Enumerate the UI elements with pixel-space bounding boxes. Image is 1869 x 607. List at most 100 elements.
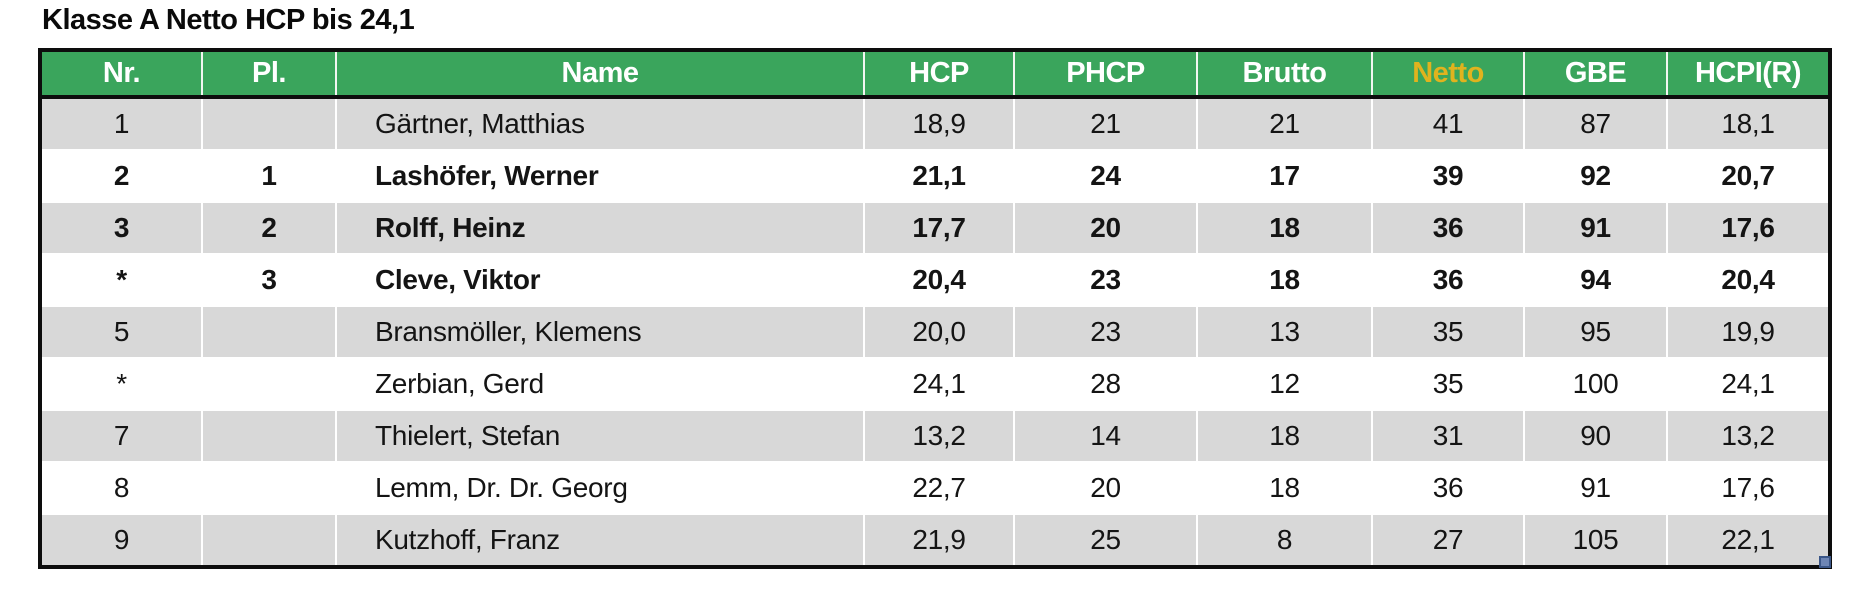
cell-phcp: 25 bbox=[1013, 513, 1197, 565]
results-table: Nr. Pl. Name HCP PHCP Brutto Netto GBE HCPI(R) 1… bbox=[42, 52, 1828, 565]
column-header-phcp: PHCP bbox=[1013, 52, 1197, 99]
cell-brutto: 13 bbox=[1196, 305, 1372, 358]
cell-phcp: 20 bbox=[1013, 201, 1197, 254]
cell-gbe: 90 bbox=[1523, 409, 1667, 462]
table-row: 9 Kutzhoff, Franz 21,9 25 8 27 105 22,1 bbox=[42, 513, 1828, 565]
cell-netto: 36 bbox=[1371, 201, 1524, 254]
cell-pl bbox=[201, 305, 336, 358]
cell-brutto: 18 bbox=[1196, 201, 1372, 254]
cell-brutto: 18 bbox=[1196, 253, 1372, 306]
cell-name: Rolff, Heinz bbox=[335, 201, 864, 254]
cell-name: Lashöfer, Werner bbox=[335, 149, 864, 202]
cell-hcpi: 24,1 bbox=[1666, 357, 1828, 410]
cell-brutto: 8 bbox=[1196, 513, 1372, 565]
cell-nr: 8 bbox=[42, 461, 202, 514]
spreadsheet-fill-handle[interactable] bbox=[1819, 556, 1831, 568]
cell-nr: 7 bbox=[42, 409, 202, 462]
cell-pl: 3 bbox=[201, 253, 336, 306]
cell-nr: * bbox=[42, 253, 202, 306]
cell-hcpi: 13,2 bbox=[1666, 409, 1828, 462]
cell-nr: * bbox=[42, 357, 202, 410]
cell-hcp: 21,9 bbox=[863, 513, 1014, 565]
cell-gbe: 87 bbox=[1523, 97, 1667, 150]
cell-gbe: 95 bbox=[1523, 305, 1667, 358]
cell-pl bbox=[201, 461, 336, 514]
cell-gbe: 91 bbox=[1523, 461, 1667, 514]
results-table-container: Nr. Pl. Name HCP PHCP Brutto Netto GBE HCPI(R) 1… bbox=[38, 48, 1832, 569]
column-header-hcp: HCP bbox=[863, 52, 1014, 99]
cell-hcp: 24,1 bbox=[863, 357, 1014, 410]
cell-netto: 39 bbox=[1371, 149, 1524, 202]
page-title: Klasse A Netto HCP bis 24,1 bbox=[42, 4, 415, 36]
cell-netto: 36 bbox=[1371, 253, 1524, 306]
cell-nr: 3 bbox=[42, 201, 202, 254]
cell-phcp: 23 bbox=[1013, 253, 1197, 306]
cell-hcp: 20,0 bbox=[863, 305, 1014, 358]
cell-name: Gärtner, Matthias bbox=[335, 97, 864, 150]
cell-hcpi: 17,6 bbox=[1666, 461, 1828, 514]
column-header-name: Name bbox=[335, 52, 864, 99]
cell-nr: 2 bbox=[42, 149, 202, 202]
table-row: 3 2 Rolff, Heinz 17,7 20 18 36 91 17,6 bbox=[42, 201, 1828, 254]
cell-phcp: 28 bbox=[1013, 357, 1197, 410]
column-header-brutto: Brutto bbox=[1196, 52, 1372, 99]
cell-phcp: 21 bbox=[1013, 97, 1197, 150]
cell-pl bbox=[201, 409, 336, 462]
table-row: 5 Bransmöller, Klemens 20,0 23 13 35 95 19,9 bbox=[42, 305, 1828, 358]
table-row: 2 1 Lashöfer, Werner 21,1 24 17 39 92 20,7 bbox=[42, 149, 1828, 202]
cell-gbe: 105 bbox=[1523, 513, 1667, 565]
cell-phcp: 14 bbox=[1013, 409, 1197, 462]
cell-pl bbox=[201, 513, 336, 565]
cell-name: Lemm, Dr. Dr. Georg bbox=[335, 461, 864, 514]
table-body: 1 Gärtner, Matthias 18,9 21 21 41 87 18,1 2 1 Lash… bbox=[42, 97, 1828, 565]
table-row: 1 Gärtner, Matthias 18,9 21 21 41 87 18,1 bbox=[42, 97, 1828, 150]
cell-gbe: 91 bbox=[1523, 201, 1667, 254]
cell-pl: 1 bbox=[201, 149, 336, 202]
cell-phcp: 23 bbox=[1013, 305, 1197, 358]
cell-name: Bransmöller, Klemens bbox=[335, 305, 864, 358]
cell-hcp: 17,7 bbox=[863, 201, 1014, 254]
cell-netto: 36 bbox=[1371, 461, 1524, 514]
cell-brutto: 17 bbox=[1196, 149, 1372, 202]
cell-pl bbox=[201, 357, 336, 410]
table-row: * 3 Cleve, Viktor 20,4 23 18 36 94 20,4 bbox=[42, 253, 1828, 306]
cell-netto: 27 bbox=[1371, 513, 1524, 565]
cell-phcp: 24 bbox=[1013, 149, 1197, 202]
cell-brutto: 21 bbox=[1196, 97, 1372, 150]
cell-pl: 2 bbox=[201, 201, 336, 254]
cell-netto: 31 bbox=[1371, 409, 1524, 462]
cell-hcp: 18,9 bbox=[863, 97, 1014, 150]
cell-hcp: 22,7 bbox=[863, 461, 1014, 514]
cell-hcp: 13,2 bbox=[863, 409, 1014, 462]
table-row: * Zerbian, Gerd 24,1 28 12 35 100 24,1 bbox=[42, 357, 1828, 410]
cell-hcpi: 19,9 bbox=[1666, 305, 1828, 358]
cell-name: Thielert, Stefan bbox=[335, 409, 864, 462]
cell-pl bbox=[201, 97, 336, 150]
cell-nr: 5 bbox=[42, 305, 202, 358]
header-row: Nr. Pl. Name HCP PHCP Brutto Netto GBE HCPI(R) bbox=[42, 52, 1828, 99]
table-row: 7 Thielert, Stefan 13,2 14 18 31 90 13,2 bbox=[42, 409, 1828, 462]
table-row: 8 Lemm, Dr. Dr. Georg 22,7 20 18 36 91 17,6 bbox=[42, 461, 1828, 514]
cell-brutto: 18 bbox=[1196, 461, 1372, 514]
cell-netto: 41 bbox=[1371, 97, 1524, 150]
cell-hcp: 21,1 bbox=[863, 149, 1014, 202]
cell-phcp: 20 bbox=[1013, 461, 1197, 514]
cell-nr: 1 bbox=[42, 97, 202, 150]
cell-netto: 35 bbox=[1371, 305, 1524, 358]
cell-hcpi: 20,7 bbox=[1666, 149, 1828, 202]
cell-gbe: 100 bbox=[1523, 357, 1667, 410]
column-header-netto: Netto bbox=[1371, 52, 1524, 99]
column-header-hcpi: HCPI(R) bbox=[1666, 52, 1828, 99]
cell-hcpi: 18,1 bbox=[1666, 97, 1828, 150]
cell-netto: 35 bbox=[1371, 357, 1524, 410]
cell-name: Cleve, Viktor bbox=[335, 253, 864, 306]
cell-name: Zerbian, Gerd bbox=[335, 357, 864, 410]
column-header-pl: Pl. bbox=[201, 52, 336, 99]
cell-name: Kutzhoff, Franz bbox=[335, 513, 864, 565]
cell-brutto: 12 bbox=[1196, 357, 1372, 410]
cell-hcp: 20,4 bbox=[863, 253, 1014, 306]
cell-brutto: 18 bbox=[1196, 409, 1372, 462]
cell-hcpi: 22,1 bbox=[1666, 513, 1828, 565]
cell-nr: 9 bbox=[42, 513, 202, 565]
